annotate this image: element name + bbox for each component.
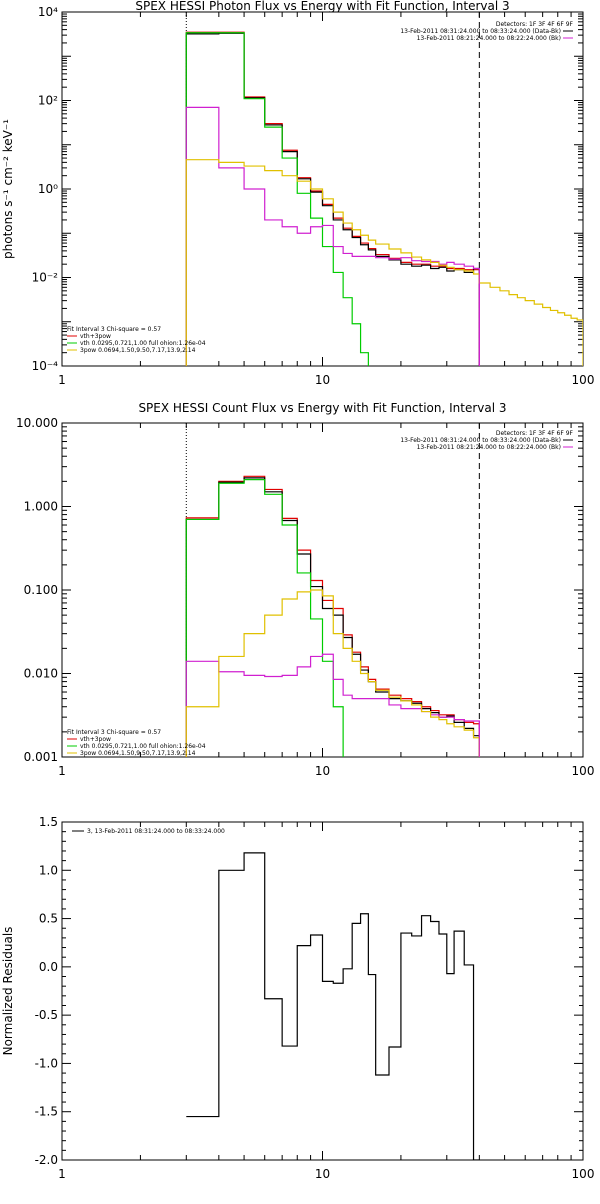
- y-tick-label: -1.5: [35, 1105, 58, 1119]
- legend-entry: vth 0.0295,0.721,1.00 full ohion:1.26e-0…: [80, 340, 206, 347]
- x-tick-label: 10: [315, 373, 330, 387]
- series-line-3: [185, 478, 344, 757]
- series-line-3: [185, 32, 369, 366]
- x-tick-label: 1: [58, 764, 66, 778]
- y-tick-label: -1.0: [35, 1056, 58, 1070]
- y-tick-label: 1.5: [39, 815, 58, 829]
- legend-bottom-left: Fit Interval 3 Chi-square = 0.57vth+3pow…: [67, 729, 206, 757]
- x-tick-label: 100: [572, 764, 595, 778]
- legend-entry: Detectors: 1F 3F 4F 6F 9F: [496, 430, 574, 437]
- series-line-5: [185, 589, 480, 757]
- legend-entry: vth 0.0295,0.721,1.00 full ohion:1.26e-0…: [80, 743, 206, 750]
- x-tick-label: 10: [315, 1167, 330, 1181]
- y-tick-label: 10⁴: [38, 5, 58, 19]
- chart-panel-3: 1 10 100 -2.0 -1.5 -1.0 -0.5 0.0 0.5 1.0 1.5 Normal…: [1, 815, 594, 1181]
- series-line-5: [185, 159, 583, 366]
- y-tick-label: 1.0: [39, 863, 58, 877]
- legend-entry: vth+3pow: [80, 333, 111, 340]
- chart-panel-2: SPEX HESSI Count Flux vs Energy with Fit…: [16, 401, 594, 778]
- plot-data: [186, 852, 480, 1160]
- x-tick-label: 1: [58, 1167, 66, 1181]
- y-tick-label: 10.000: [16, 416, 58, 430]
- y-tick-label: -0.5: [35, 1008, 58, 1022]
- legend-entry: 3pow 0.0694,1.50,9.50,7.17,13.9,2.14: [80, 347, 196, 354]
- legend-top-left: 3, 13-Feb-2011 08:31:24.000 to 08:33:24.…: [72, 828, 225, 835]
- plot-data: [185, 423, 480, 757]
- y-tick-label: 10²: [38, 94, 58, 108]
- legend-entry: 13-Feb-2011 08:31:24.000 to 08:33:24.000…: [400, 28, 561, 35]
- legend-entry: Detectors: 1F 3F 4F 6F 9F: [496, 21, 574, 28]
- legend-entry: 13-Feb-2011 08:21:24.000 to 08:22:24.000…: [417, 444, 561, 451]
- legend-entry: Fit Interval 3 Chi-square = 0.57: [67, 729, 161, 736]
- y-tick-label: 0.010: [24, 667, 58, 681]
- legend-bottom-left: Fit Interval 3 Chi-square = 0.57vth+3pow…: [67, 326, 206, 354]
- y-tick-label: 10⁻²: [32, 271, 59, 285]
- x-tick-label: 10: [315, 764, 330, 778]
- y-tick-label: 0.0: [39, 960, 58, 974]
- legend-entry: vth+3pow: [80, 736, 111, 743]
- legend-entry: Fit Interval 3 Chi-square = 0.57: [67, 326, 161, 333]
- y-axis-label: Normalized Residuals: [1, 927, 15, 1056]
- chart-title: SPEX HESSI Photon Flux vs Energy with Fi…: [135, 0, 509, 13]
- y-tick-label: 0.001: [24, 750, 58, 764]
- y-tick-label: 1.000: [24, 500, 58, 514]
- y-tick-label: 10⁻⁴: [32, 359, 59, 373]
- legend-entry: 3pow 0.0694,1.50,9.50,7.17,13.9,2.14: [80, 750, 196, 757]
- legend-entry: 13-Feb-2011 08:31:24.000 to 08:33:24.000…: [400, 437, 561, 444]
- y-axis-label: photons s⁻¹ cm⁻² keV⁻¹: [1, 119, 15, 259]
- legend-entry: 3, 13-Feb-2011 08:31:24.000 to 08:33:24.…: [87, 828, 225, 835]
- series-line-1: [186, 852, 480, 1160]
- x-tick-label: 100: [572, 1167, 595, 1181]
- y-tick-label: 0.100: [24, 583, 58, 597]
- series-line-4: [185, 653, 480, 757]
- x-tick-label: 100: [572, 373, 595, 387]
- legend-entry: 13-Feb-2011 08:21:24.000 to 08:22:24.000…: [417, 35, 561, 42]
- series-line-4: [185, 106, 480, 366]
- chart-panel-1: SPEX HESSI Photon Flux vs Energy with Fi…: [1, 0, 594, 387]
- y-tick-label: 10⁰: [38, 182, 58, 196]
- chart-title: SPEX HESSI Count Flux vs Energy with Fit…: [138, 401, 506, 415]
- x-tick-label: 1: [58, 373, 66, 387]
- series-line-1: [185, 475, 480, 757]
- plot-data: [185, 12, 583, 366]
- plot-frame: [61, 821, 584, 1161]
- y-tick-label: 0.5: [39, 912, 58, 926]
- y-tick-label: -2.0: [35, 1153, 58, 1167]
